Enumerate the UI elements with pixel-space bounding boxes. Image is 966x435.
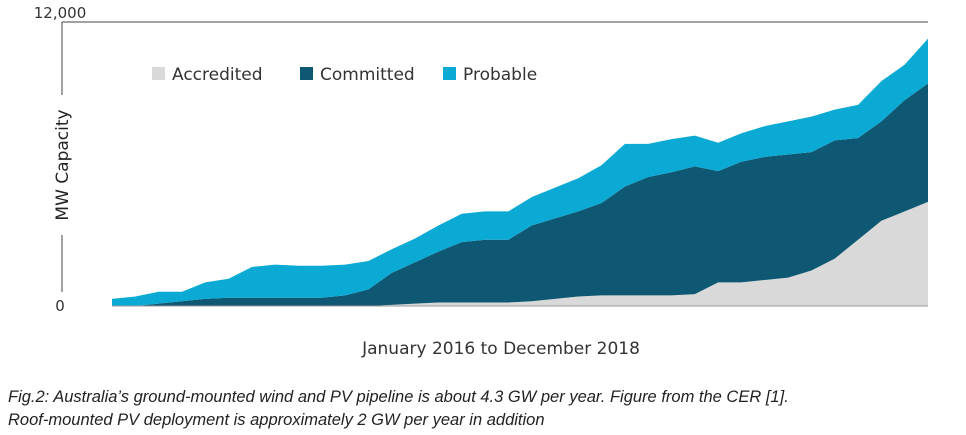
legend-label-probable: Probable	[463, 65, 537, 85]
x-axis-label: January 2016 to December 2018	[361, 339, 640, 359]
legend-swatch-probable	[443, 67, 456, 80]
legend: Accredited Committed Probable	[152, 65, 537, 85]
legend-label-accredited: Accredited	[172, 65, 263, 85]
legend-swatch-accredited	[152, 67, 165, 80]
legend-label-committed: Committed	[320, 65, 415, 85]
caption-line-1: Fig.2: Australia’s ground-mounted wind a…	[8, 388, 789, 406]
area-accredited	[112, 201, 928, 306]
figure-caption: Fig.2: Australia’s ground-mounted wind a…	[8, 386, 958, 432]
stacked-area-chart: 12,000 0 MW Capacity January 2016 to Dec…	[34, 4, 928, 359]
chart-areas	[112, 38, 928, 307]
caption-line-2: Roof-mounted PV deployment is approximat…	[8, 411, 545, 429]
y-tick-label-max: 12,000	[34, 4, 87, 22]
y-tick-label-zero: 0	[55, 297, 65, 315]
y-axis-label: MW Capacity	[53, 109, 73, 220]
area-committed	[112, 83, 928, 307]
legend-swatch-committed	[300, 67, 313, 80]
